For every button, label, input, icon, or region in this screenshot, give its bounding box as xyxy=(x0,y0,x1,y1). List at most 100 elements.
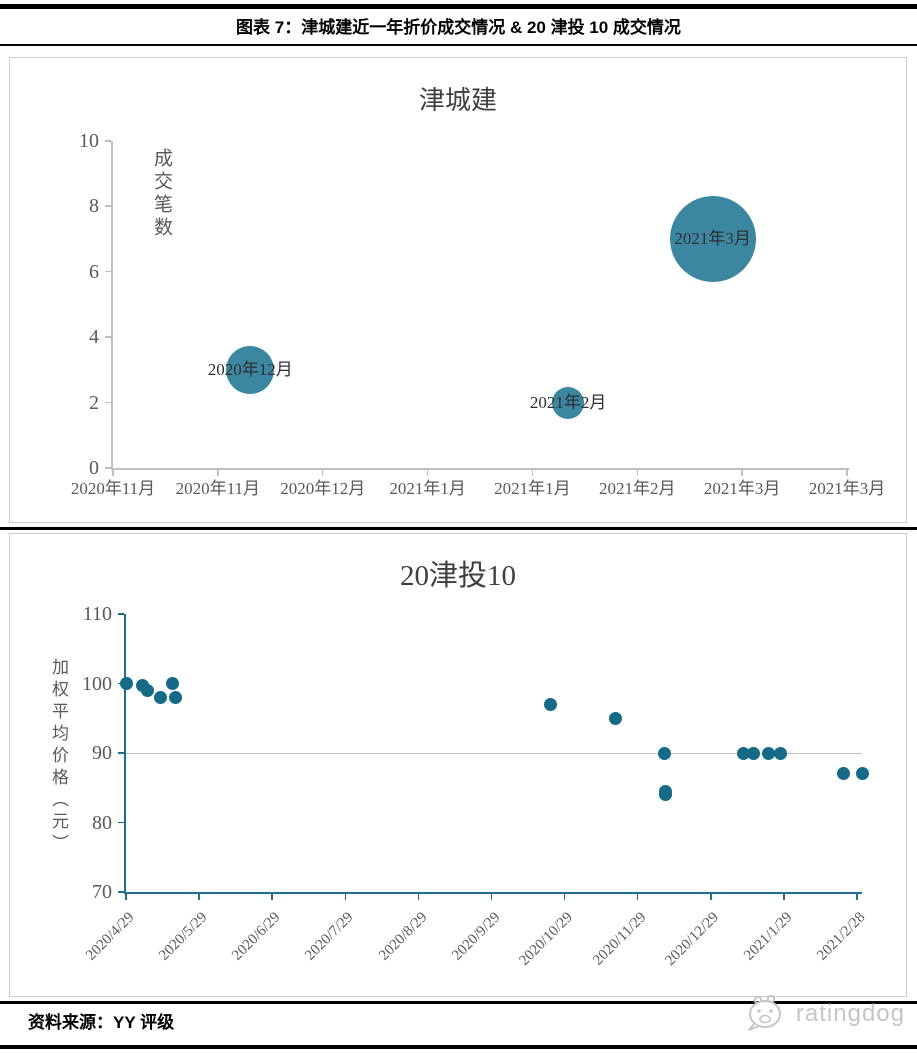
scatter-point xyxy=(141,683,155,697)
x-tick-label: 2020/5/29 xyxy=(156,909,211,964)
scatter-point xyxy=(165,677,179,690)
x-tick-mark xyxy=(198,894,200,900)
y-tick-mark xyxy=(105,336,111,338)
scatter-point xyxy=(774,746,788,760)
x-tick-mark xyxy=(217,470,219,476)
bottom-rule xyxy=(0,1045,917,1049)
x-tick-label: 2021/2/28 xyxy=(814,909,869,964)
scatter-point xyxy=(762,746,776,760)
ratingdog-logo-icon xyxy=(747,995,781,1031)
x-tick-mark xyxy=(846,470,848,476)
y-tick-mark xyxy=(105,205,111,207)
y-tick-label: 2 xyxy=(89,391,99,414)
y-tick-label: 70 xyxy=(92,881,112,903)
figure-title: 图表 7：津城建近一年折价成交情况 & 20 津投 10 成交情况 xyxy=(236,18,681,37)
bubble-label: 2021年2月 xyxy=(529,392,607,412)
x-tick-label: 2021年3月 xyxy=(808,479,886,498)
y-tick-mark xyxy=(105,140,111,142)
y-tick-mark xyxy=(105,401,111,404)
scatter-point xyxy=(609,711,623,725)
x-tick-mark xyxy=(856,894,858,900)
y-axis xyxy=(111,141,113,470)
y-tick-label: 4 xyxy=(89,326,99,349)
chart2-y-axis-label: 加权平均价格（元） xyxy=(49,658,68,856)
x-tick-label: 2020年11月 xyxy=(175,479,261,498)
bubble-point xyxy=(226,345,275,394)
x-tick-label: 2020年12月 xyxy=(280,479,366,498)
y-tick-label: 90 xyxy=(92,742,112,764)
bubble-point xyxy=(552,386,585,419)
y-tick-mark xyxy=(105,467,111,469)
x-tick-label: 2020/7/29 xyxy=(302,909,357,964)
bubble-label: 2020年12月 xyxy=(207,359,293,379)
x-tick-mark xyxy=(563,894,566,900)
x-tick-label: 2020/8/29 xyxy=(375,909,431,964)
x-tick-label: 2020/9/29 xyxy=(448,909,504,964)
x-tick-mark xyxy=(321,470,324,476)
chart2-title: 20津投10 xyxy=(399,560,516,592)
x-tick-label: 2021年1月 xyxy=(494,479,571,498)
x-tick-mark xyxy=(741,470,743,476)
chart1-plot-area: 0 2 4 6 8 10 2020年11月 2020年11月 2020年12月 2021年1月 20… xyxy=(10,58,906,522)
y-tick-label: 8 xyxy=(89,195,99,218)
x-tick-label: 2020/4/29 xyxy=(83,909,138,964)
chart1-y-axis-label: 成交笔数 xyxy=(151,148,172,240)
y-tick-mark xyxy=(118,752,124,754)
scatter-point xyxy=(856,767,870,781)
y-tick-mark xyxy=(118,821,124,823)
y-tick-label: 10 xyxy=(79,130,99,152)
scatter-point xyxy=(544,697,558,711)
y-tick-label: 80 xyxy=(92,811,112,834)
x-tick-mark xyxy=(783,894,785,900)
panel-divider-rule xyxy=(0,527,917,530)
x-tick-label: 2021/1/29 xyxy=(741,909,796,964)
jintou10-chart-panel: 20津投10 加权平均价格（元） 70 80 90 100 110 2020/4/29 20… xyxy=(9,533,907,997)
bubble-point xyxy=(669,196,756,283)
jinchengjian-chart-panel: 津城建 成交笔数 0 2 4 6 8 10 2020年11月 2020年11月 2020年12月… xyxy=(9,57,907,523)
ratingdog-logo-text: ratingdog xyxy=(795,1000,905,1027)
bubble-label: 2021年3月 xyxy=(674,229,751,249)
x-tick-mark xyxy=(125,894,127,900)
x-tick-mark xyxy=(271,894,273,900)
scatter-point xyxy=(746,746,760,760)
x-tick-mark xyxy=(531,470,534,476)
x-tick-label: 2021年3月 xyxy=(703,479,781,498)
scatter-point xyxy=(837,767,851,781)
y-tick-mark xyxy=(118,613,124,615)
x-axis xyxy=(124,892,862,894)
chart1-title: 津城建 xyxy=(418,86,497,115)
title-rule xyxy=(0,44,917,46)
scatter-point xyxy=(153,690,167,704)
x-tick-label: 2020/11/29 xyxy=(590,909,650,969)
x-tick-label: 2020/6/29 xyxy=(229,909,284,964)
x-tick-label: 2020年11月 xyxy=(70,479,156,498)
y-tick-label: 100 xyxy=(82,672,112,695)
y-tick-mark xyxy=(105,270,111,273)
y-axis xyxy=(124,614,126,894)
x-tick-mark xyxy=(426,470,429,476)
scatter-point xyxy=(657,746,671,760)
x-tick-label: 2021年1月 xyxy=(389,479,466,498)
scatter-point xyxy=(658,788,672,802)
x-tick-mark xyxy=(112,470,114,476)
x-tick-mark xyxy=(417,894,420,900)
x-tick-mark xyxy=(636,470,639,476)
y-tick-label: 6 xyxy=(89,260,99,283)
scatter-point xyxy=(119,677,133,690)
top-rule xyxy=(0,4,917,9)
source-note: 资料来源：YY 评级 xyxy=(28,1013,175,1032)
x-tick-label: 2021年2月 xyxy=(599,479,676,498)
y-tick-label: 0 xyxy=(89,457,99,479)
x-tick-mark xyxy=(344,894,347,900)
scatter-point xyxy=(169,690,183,704)
x-tick-label: 2020/10/29 xyxy=(516,909,577,969)
y-tick-mark xyxy=(118,891,124,893)
footer-rule xyxy=(0,1001,917,1004)
x-axis xyxy=(111,468,849,470)
chart2-plot-area: 70 80 90 100 110 2020/4/29 2020/5/29 2020/6/29 2… xyxy=(10,534,906,996)
y-tick-label: 110 xyxy=(82,603,112,625)
gridline xyxy=(126,752,862,754)
x-tick-mark xyxy=(710,894,712,900)
x-tick-mark xyxy=(490,894,493,900)
